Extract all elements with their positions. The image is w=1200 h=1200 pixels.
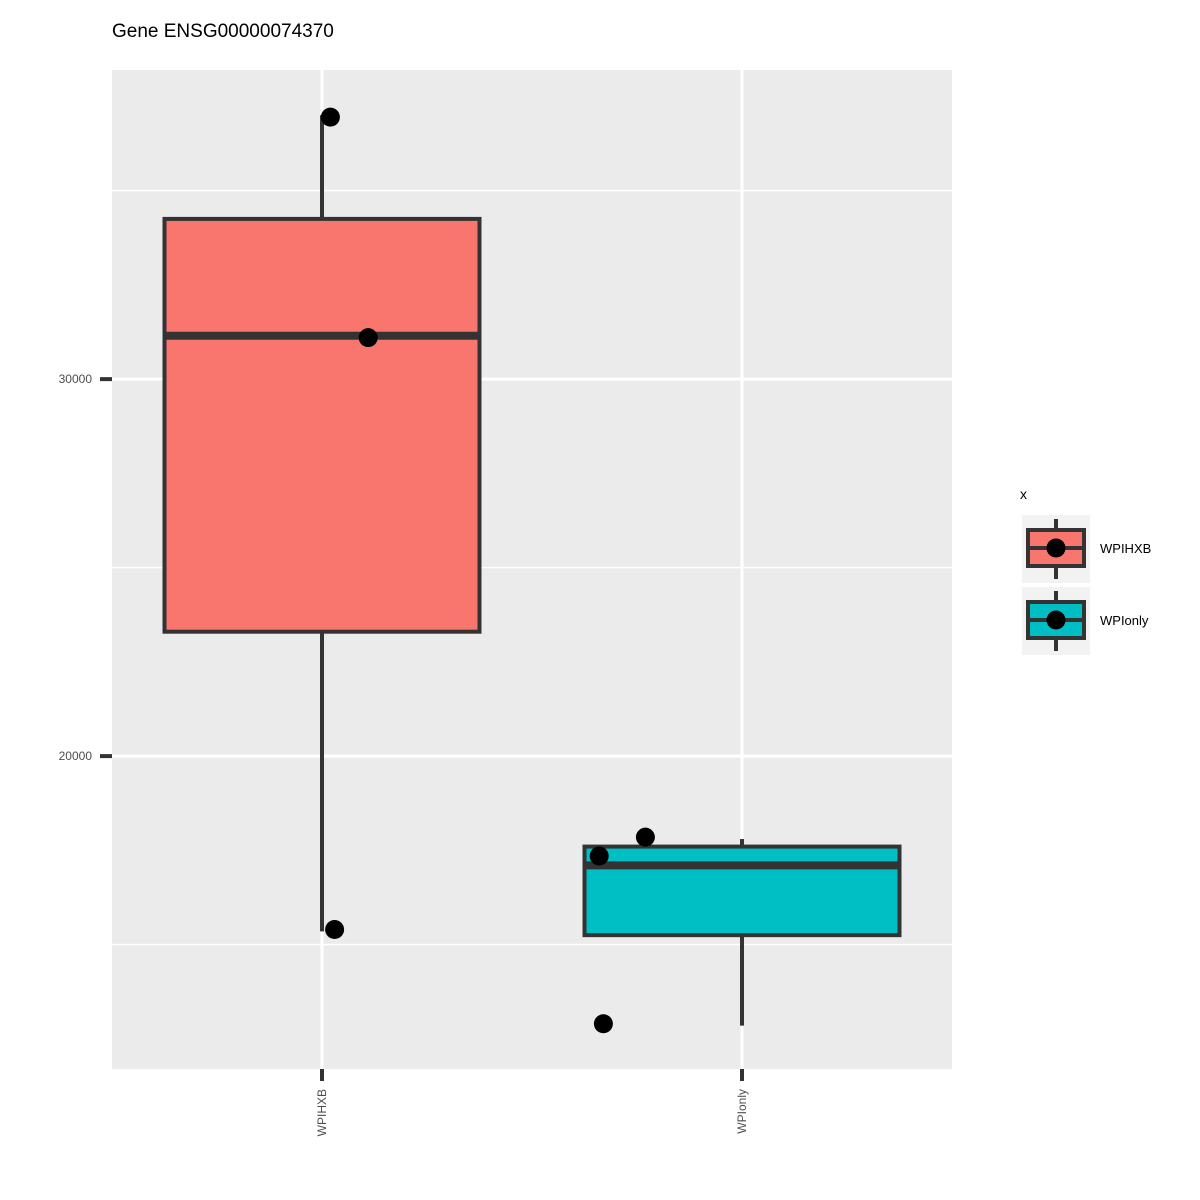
x-axis: WPIHXB WPIonly: [315, 1069, 749, 1136]
x-tick-label: WPIonly: [735, 1089, 749, 1134]
legend-key-wpihxb: [1022, 515, 1090, 583]
legend: x WPIHXB WPIonly: [1020, 486, 1151, 655]
chart-title: Gene ENSG00000074370: [112, 21, 334, 42]
x-tick-label: WPIHXB: [315, 1089, 329, 1136]
box-body: [162, 216, 482, 634]
y-axis: 20000 30000: [59, 372, 112, 763]
data-point: [325, 920, 345, 940]
data-point: [593, 1014, 613, 1034]
legend-label: WPIonly: [1100, 613, 1149, 628]
data-point: [358, 328, 378, 348]
legend-key-wpionly: [1022, 587, 1090, 655]
legend-label: WPIHXB: [1100, 541, 1151, 556]
legend-key-point: [1046, 538, 1066, 558]
box-wpionly: [582, 839, 902, 1026]
y-tick-label: 30000: [59, 372, 93, 386]
box-wpihxb: [162, 115, 482, 932]
y-tick-label: 20000: [59, 749, 93, 763]
box-body: [582, 844, 902, 938]
data-point: [589, 846, 609, 866]
points-layer: [320, 107, 655, 1034]
data-point: [635, 827, 655, 847]
boxes-layer: [162, 115, 902, 1026]
legend-title: x: [1020, 486, 1027, 502]
data-point: [320, 107, 340, 127]
legend-key-point: [1046, 610, 1066, 630]
